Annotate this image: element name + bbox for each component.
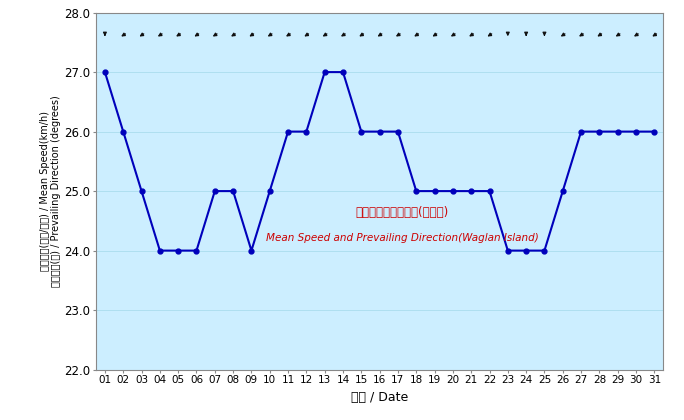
Text: Mean Speed and Prevailing Direction(Waglan Island): Mean Speed and Prevailing Direction(Wagl… [266, 233, 539, 242]
X-axis label: 日期 / Date: 日期 / Date [351, 391, 408, 404]
Text: 平均風速及盛行風向(橫瀉島): 平均風速及盛行風向(橫瀉島) [356, 206, 449, 219]
Y-axis label: 平均風速(公里/小時) / Mean Speed(km/h)
盛行風向(度) / Prevailing Direction (degrees): 平均風速(公里/小時) / Mean Speed(km/h) 盛行風向(度) /… [40, 95, 62, 287]
